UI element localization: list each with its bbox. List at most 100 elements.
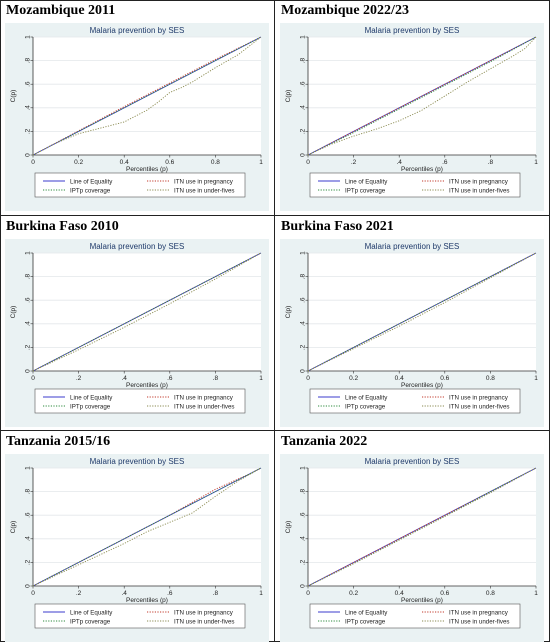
legend-label: ITN use in pregnancy <box>174 609 234 616</box>
legend-label: IPTp coverage <box>345 403 386 410</box>
y-tick-label: .4 <box>25 536 32 542</box>
y-tick-label: .8 <box>25 58 32 64</box>
legend-label: ITN use in pregnancy <box>174 178 234 185</box>
y-tick-label: .4 <box>300 321 307 327</box>
lorenz-chart: Malaria prevention by SES 0 .2 .4 .6 .8 1 0 .2 .4… <box>10 242 263 414</box>
y-tick-label: .8 <box>25 489 32 495</box>
y-tick-label: .2 <box>300 559 307 565</box>
y-tick-label: .2 <box>25 559 32 565</box>
y-tick-label: .6 <box>25 512 32 518</box>
chart-area: Malaria prevention by SES 0 0.2 0.4 0.6 0.8 1 0… <box>280 454 544 642</box>
x-tick-label: .2 <box>76 375 82 382</box>
legend-box <box>309 172 521 198</box>
y-tick-label: .4 <box>300 105 307 111</box>
y-tick-label: 1 <box>25 251 32 255</box>
series-line <box>307 467 537 587</box>
x-tick-label: 1 <box>534 590 538 597</box>
x-tick-label: 0 <box>31 590 35 597</box>
panel-burkina-faso-2010: Burkina Faso 2010 Malaria prevention by … <box>0 216 274 430</box>
legend-label: ITN use in pregnancy <box>449 394 509 401</box>
x-tick-label: 0 <box>31 375 35 382</box>
series-line <box>32 36 262 156</box>
x-tick-label: 1 <box>259 159 263 166</box>
x-tick-label: .6 <box>167 375 173 382</box>
panel-title: Mozambique 2011 <box>6 3 116 18</box>
legend-label: Line of Equality <box>70 178 113 185</box>
y-tick-label: 1 <box>300 35 307 39</box>
x-tick-label: .8 <box>213 590 219 597</box>
x-axis-label: Percentiles (p) <box>126 166 168 173</box>
legend-box <box>34 388 246 414</box>
x-tick-label: 0 <box>306 590 310 597</box>
series-line <box>32 36 262 156</box>
panel-title: Burkina Faso 2010 <box>6 219 119 234</box>
legend-label: ITN use in under-fives <box>174 187 235 194</box>
x-tick-label: 0.2 <box>349 375 358 382</box>
x-tick-label: 0.2 <box>349 590 358 597</box>
chart-area: Malaria prevention by SES 0 0.2 0.4 0.6 0.8 1 0… <box>280 239 544 427</box>
x-tick-label: 0.6 <box>440 375 449 382</box>
y-tick-label: .6 <box>300 81 307 87</box>
y-axis-label: C(p) <box>10 306 17 319</box>
x-tick-label: 0.8 <box>486 375 495 382</box>
legend-label: ITN use in under-fives <box>174 403 235 410</box>
chart-title: Malaria prevention by SES <box>365 26 460 35</box>
x-tick-label: 1 <box>534 159 538 166</box>
y-tick-label: 1 <box>25 35 32 39</box>
panel-mozambique-2011: Mozambique 2011 Malaria prevention by SE… <box>0 0 274 215</box>
y-axis-label: C(p) <box>285 521 292 534</box>
y-tick-label: .2 <box>25 344 32 350</box>
y-tick-label: .6 <box>300 512 307 518</box>
y-axis-label: C(p) <box>10 521 17 534</box>
y-tick-label: 0 <box>25 369 32 373</box>
legend-label: ITN use in under-fives <box>174 618 235 625</box>
panel-title: Mozambique 2022/23 <box>281 3 409 18</box>
chart-title: Malaria prevention by SES <box>365 242 460 251</box>
panel-burkina-faso-2021: Burkina Faso 2021 Malaria prevention by … <box>275 216 550 430</box>
y-tick-label: .6 <box>300 297 307 303</box>
legend-label: IPTp coverage <box>345 618 386 625</box>
x-tick-label: .8 <box>488 159 494 166</box>
y-tick-label: .2 <box>25 128 32 134</box>
legend-label: IPTp coverage <box>70 403 111 410</box>
x-tick-label: .6 <box>442 159 448 166</box>
series-line <box>32 467 262 587</box>
chart-area: Malaria prevention by SES 0 .2 .4 .6 .8 1 0 .2 .4… <box>280 23 544 211</box>
y-tick-label: .6 <box>25 297 32 303</box>
chart-area: Malaria prevention by SES 0 0.2 0.4 0.6 0.8 1 0… <box>5 23 269 211</box>
series-line <box>307 252 537 372</box>
series-line <box>32 252 262 372</box>
chart-title: Malaria prevention by SES <box>365 457 460 466</box>
x-tick-label: 1 <box>259 375 263 382</box>
series-line <box>32 252 262 372</box>
x-tick-label: .6 <box>167 590 173 597</box>
legend-box <box>309 388 521 414</box>
lorenz-chart: Malaria prevention by SES 0 .2 .4 .6 .8 1 0 .2 .4… <box>285 26 538 198</box>
row-divider-1 <box>0 215 550 216</box>
legend-label: ITN use in under-fives <box>449 618 510 625</box>
panel-mozambique-2022-23: Mozambique 2022/23 Malaria prevention by… <box>275 0 550 215</box>
chart-title: Malaria prevention by SES <box>90 26 185 35</box>
x-tick-label: 0.6 <box>165 159 174 166</box>
y-tick-label: .8 <box>25 274 32 280</box>
legend-label: ITN use in pregnancy <box>449 609 509 616</box>
x-tick-label: 0.8 <box>486 590 495 597</box>
series-line <box>32 36 262 156</box>
y-tick-label: 1 <box>300 251 307 255</box>
x-tick-label: .8 <box>213 375 219 382</box>
x-axis-label: Percentiles (p) <box>401 382 443 389</box>
x-tick-label: 0.6 <box>440 590 449 597</box>
legend-box <box>34 172 246 198</box>
x-tick-label: 0.4 <box>395 375 404 382</box>
panel-title: Tanzania 2022 <box>281 434 368 449</box>
legend-label: ITN use in pregnancy <box>174 394 234 401</box>
x-tick-label: 0.4 <box>120 159 129 166</box>
x-tick-label: 1 <box>534 375 538 382</box>
series-line <box>307 36 537 156</box>
panel-tanzania-2022: Tanzania 2022 Malaria prevention by SES 0… <box>275 431 550 642</box>
x-tick-label: .4 <box>121 375 127 382</box>
row-divider-2 <box>0 430 550 431</box>
column-divider <box>274 0 275 642</box>
panel-title: Tanzania 2015/16 <box>6 434 111 449</box>
